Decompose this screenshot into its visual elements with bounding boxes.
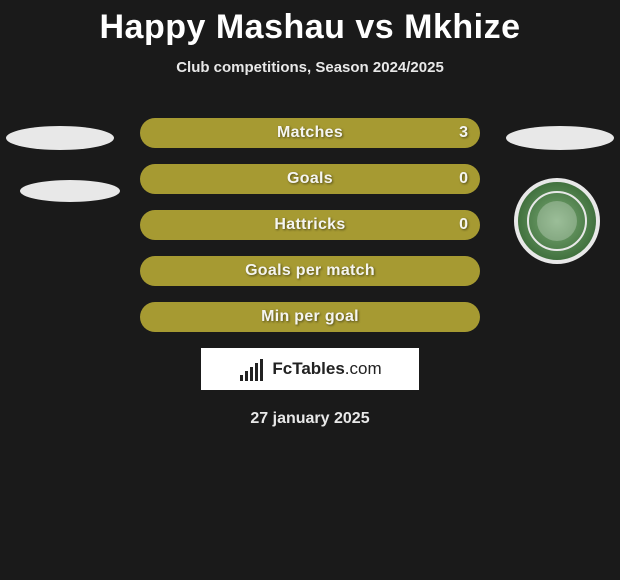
stat-row-goals: Goals 0 bbox=[140, 164, 480, 194]
stat-right-value: 3 bbox=[459, 124, 468, 142]
stat-label: Hattricks bbox=[274, 216, 345, 234]
stats-area: Matches 3 Goals 0 Hattricks 0 Goals per … bbox=[0, 118, 620, 428]
stat-row-matches: Matches 3 bbox=[140, 118, 480, 148]
stat-label: Min per goal bbox=[261, 308, 359, 326]
bar-chart-icon bbox=[238, 357, 266, 381]
stat-label: Goals bbox=[287, 170, 333, 188]
stat-label: Matches bbox=[277, 124, 343, 142]
brand-logo[interactable]: FcTables.com bbox=[201, 348, 419, 390]
stat-row-min-per-goal: Min per goal bbox=[140, 302, 480, 332]
stat-right-value: 0 bbox=[459, 216, 468, 234]
brand-logo-text: FcTables.com bbox=[272, 359, 381, 379]
page-subtitle: Club competitions, Season 2024/2025 bbox=[0, 59, 620, 76]
page-title: Happy Mashau vs Mkhize bbox=[0, 0, 620, 47]
stat-row-goals-per-match: Goals per match bbox=[140, 256, 480, 286]
snapshot-date: 27 january 2025 bbox=[0, 410, 620, 428]
stat-right-value: 0 bbox=[459, 170, 468, 188]
stat-row-hattricks: Hattricks 0 bbox=[140, 210, 480, 240]
stat-label: Goals per match bbox=[245, 262, 375, 280]
